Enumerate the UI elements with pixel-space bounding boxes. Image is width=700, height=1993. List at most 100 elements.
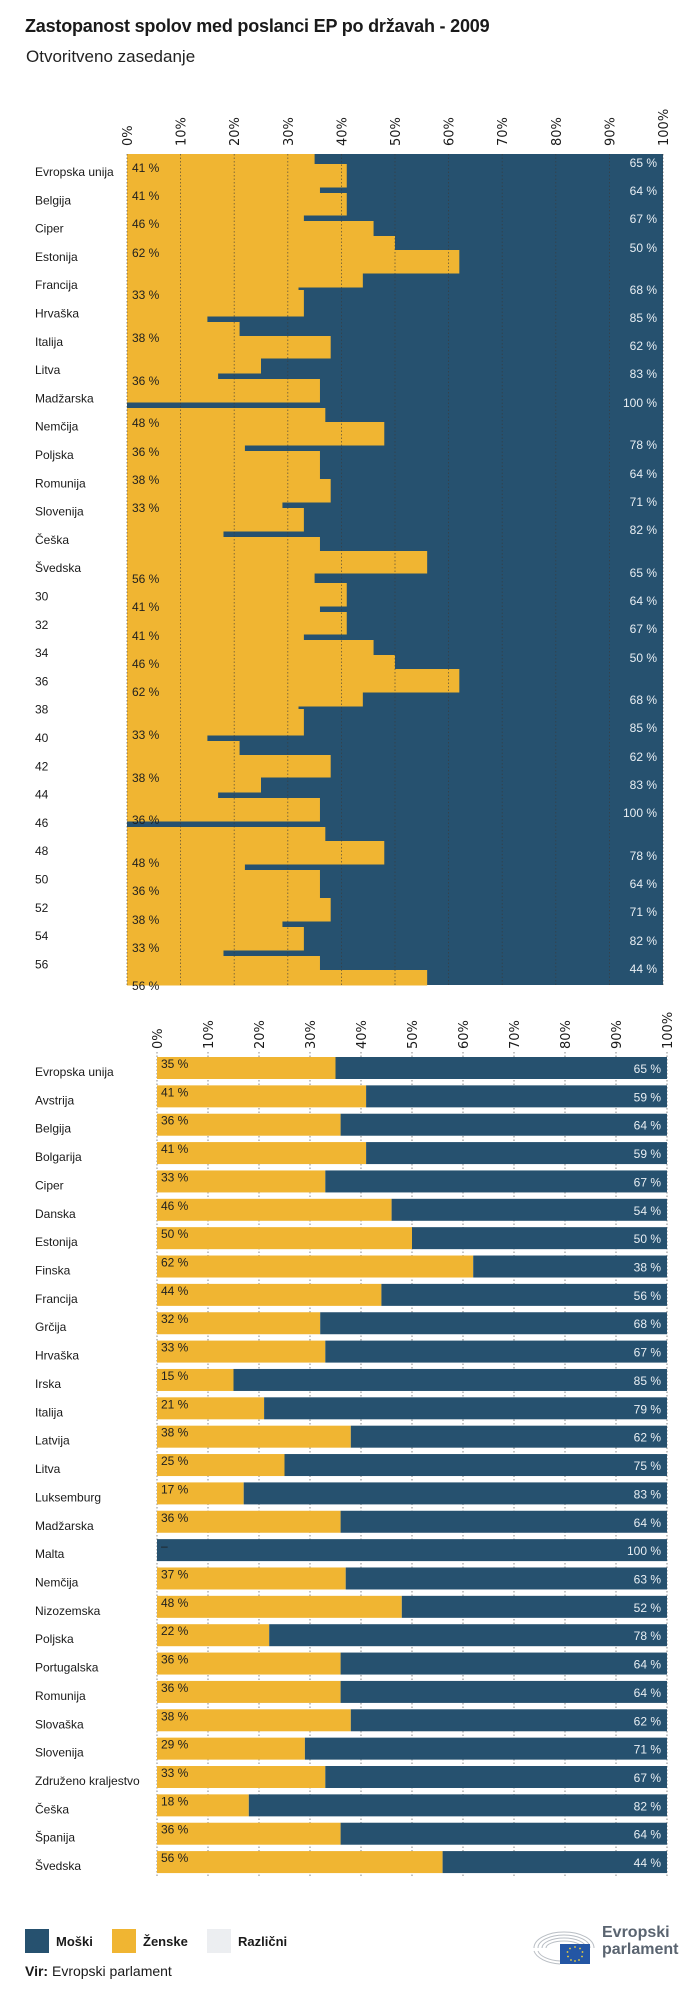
category-label: Francija <box>35 278 78 292</box>
men-value-label: 64 % <box>630 877 658 891</box>
women-band <box>127 187 320 194</box>
category-label: Poljska <box>35 1632 74 1646</box>
women-value-label: 25 % <box>161 1454 189 1468</box>
category-label: 48 <box>35 844 49 858</box>
chart-title: Zastopanost spolov med poslanci EP po dr… <box>25 16 490 36</box>
women-value-label: 33 % <box>161 1341 189 1355</box>
bar-women <box>157 1113 341 1136</box>
bar-women <box>157 1709 351 1732</box>
men-value-label: 68 % <box>630 693 658 707</box>
bar-men <box>340 1822 667 1845</box>
x-tick-label: 20% <box>253 1020 268 1049</box>
women-value-label: 38 % <box>161 1709 189 1723</box>
category-label: Danska <box>35 1207 76 1221</box>
category-label: Švedska <box>35 1858 81 1873</box>
women-band <box>127 956 320 971</box>
category-label: Ciper <box>35 222 64 236</box>
women-value-label: 37 % <box>161 1567 189 1581</box>
category-label: Litva <box>35 1462 61 1476</box>
category-label: Estonija <box>35 250 78 264</box>
bar-men <box>325 1340 667 1363</box>
bar-men <box>412 1227 667 1250</box>
women-value-label: 62 % <box>132 246 160 260</box>
bar-women <box>157 1454 285 1477</box>
bar-men <box>269 1624 667 1647</box>
men-value-label: 82 % <box>630 523 658 537</box>
chart-glitched-overview: 0% 10% 20% 30% 40% 50% 60% 70% 80% 90% 100% Evropsk… <box>35 109 672 993</box>
bar-women <box>157 1283 382 1306</box>
men-value-label: 85 % <box>630 721 658 735</box>
women-band <box>127 408 326 423</box>
men-value-label: 59 % <box>634 1147 662 1161</box>
bar-men <box>350 1709 667 1732</box>
chart-subtitle: Otvoritveno zasedanje <box>26 47 196 66</box>
men-value-label: 67 % <box>630 212 658 226</box>
bar-women <box>157 1057 336 1079</box>
category-label: Madžarska <box>35 391 94 405</box>
women-value-label: 44 % <box>161 1284 189 1298</box>
women-value-label: 33 % <box>132 728 160 742</box>
men-value-label: 50 % <box>634 1232 662 1246</box>
women-value-label: 36 % <box>161 1114 189 1128</box>
women-value-label: 41 % <box>132 629 160 643</box>
women-band <box>127 508 304 532</box>
men-value-label: 64 % <box>634 1828 662 1842</box>
women-band <box>127 531 224 538</box>
men-value-label: 68 % <box>634 1317 662 1331</box>
men-value-label: 79 % <box>634 1402 662 1416</box>
women-band <box>127 583 347 607</box>
category-label: 44 <box>35 788 49 802</box>
women-band <box>127 927 304 951</box>
men-value-label: 75 % <box>634 1459 662 1473</box>
category-label: Madžarska <box>35 1519 94 1533</box>
women-value-label: 33 % <box>161 1766 189 1780</box>
x-tick-label: 80% <box>550 117 565 146</box>
logo-text-line2: parlament <box>602 1941 679 1958</box>
category-label: Evropska unija <box>35 1065 114 1079</box>
bar-men <box>320 1312 667 1335</box>
logo-text: Evropski parlament <box>602 1924 678 1958</box>
legend-item-other: Različni <box>207 1929 287 1953</box>
men-value-label: 56 % <box>634 1289 662 1303</box>
women-value-label: 46 % <box>132 657 160 671</box>
women-band <box>127 841 385 865</box>
category-label: 46 <box>35 816 49 830</box>
logo-text-line1: Evropski <box>602 1924 670 1941</box>
men-value-label: 67 % <box>634 1175 662 1189</box>
x-tick-label: 90% <box>610 1020 625 1049</box>
bar-men <box>442 1851 667 1874</box>
legend-swatch-other <box>207 1929 231 1953</box>
bar-women <box>157 1737 305 1760</box>
x-tick-label: 10% <box>175 117 190 146</box>
bar-men <box>233 1368 667 1391</box>
men-value-label: 64 % <box>634 1119 662 1133</box>
women-value-label: 41 % <box>132 600 160 614</box>
category-label: Slovaška <box>35 1717 84 1731</box>
category-label: 32 <box>35 618 49 632</box>
men-value-label: 100 % <box>623 806 657 820</box>
category-label: Malta <box>35 1547 65 1561</box>
women-value-label: 33 % <box>161 1170 189 1184</box>
women-value-label: 32 % <box>161 1312 189 1326</box>
eu-flag-icon <box>560 1944 590 1964</box>
bar-men <box>325 1766 667 1788</box>
men-value-label: 85 % <box>630 311 658 325</box>
women-band <box>127 827 326 842</box>
women-value-label: 48 % <box>161 1596 189 1610</box>
bar-men <box>401 1595 667 1618</box>
category-label: Češka <box>35 1801 69 1816</box>
legend-swatch-men <box>25 1929 49 1953</box>
bar-women <box>157 1482 244 1505</box>
women-band <box>127 287 299 291</box>
women-value-label: 56 % <box>132 572 160 586</box>
men-value-label: 62 % <box>630 750 658 764</box>
men-value-label: 44 % <box>634 1856 662 1870</box>
women-value-label: 41 % <box>132 189 160 203</box>
women-band <box>127 236 395 251</box>
bar-men <box>350 1425 667 1448</box>
x-tick-label: 70% <box>496 117 511 146</box>
women-value-label: 36 % <box>132 445 160 459</box>
category-label: Estonija <box>35 1235 78 1249</box>
men-value-label: 78 % <box>630 849 658 863</box>
category-label: Belgija <box>35 1122 71 1136</box>
